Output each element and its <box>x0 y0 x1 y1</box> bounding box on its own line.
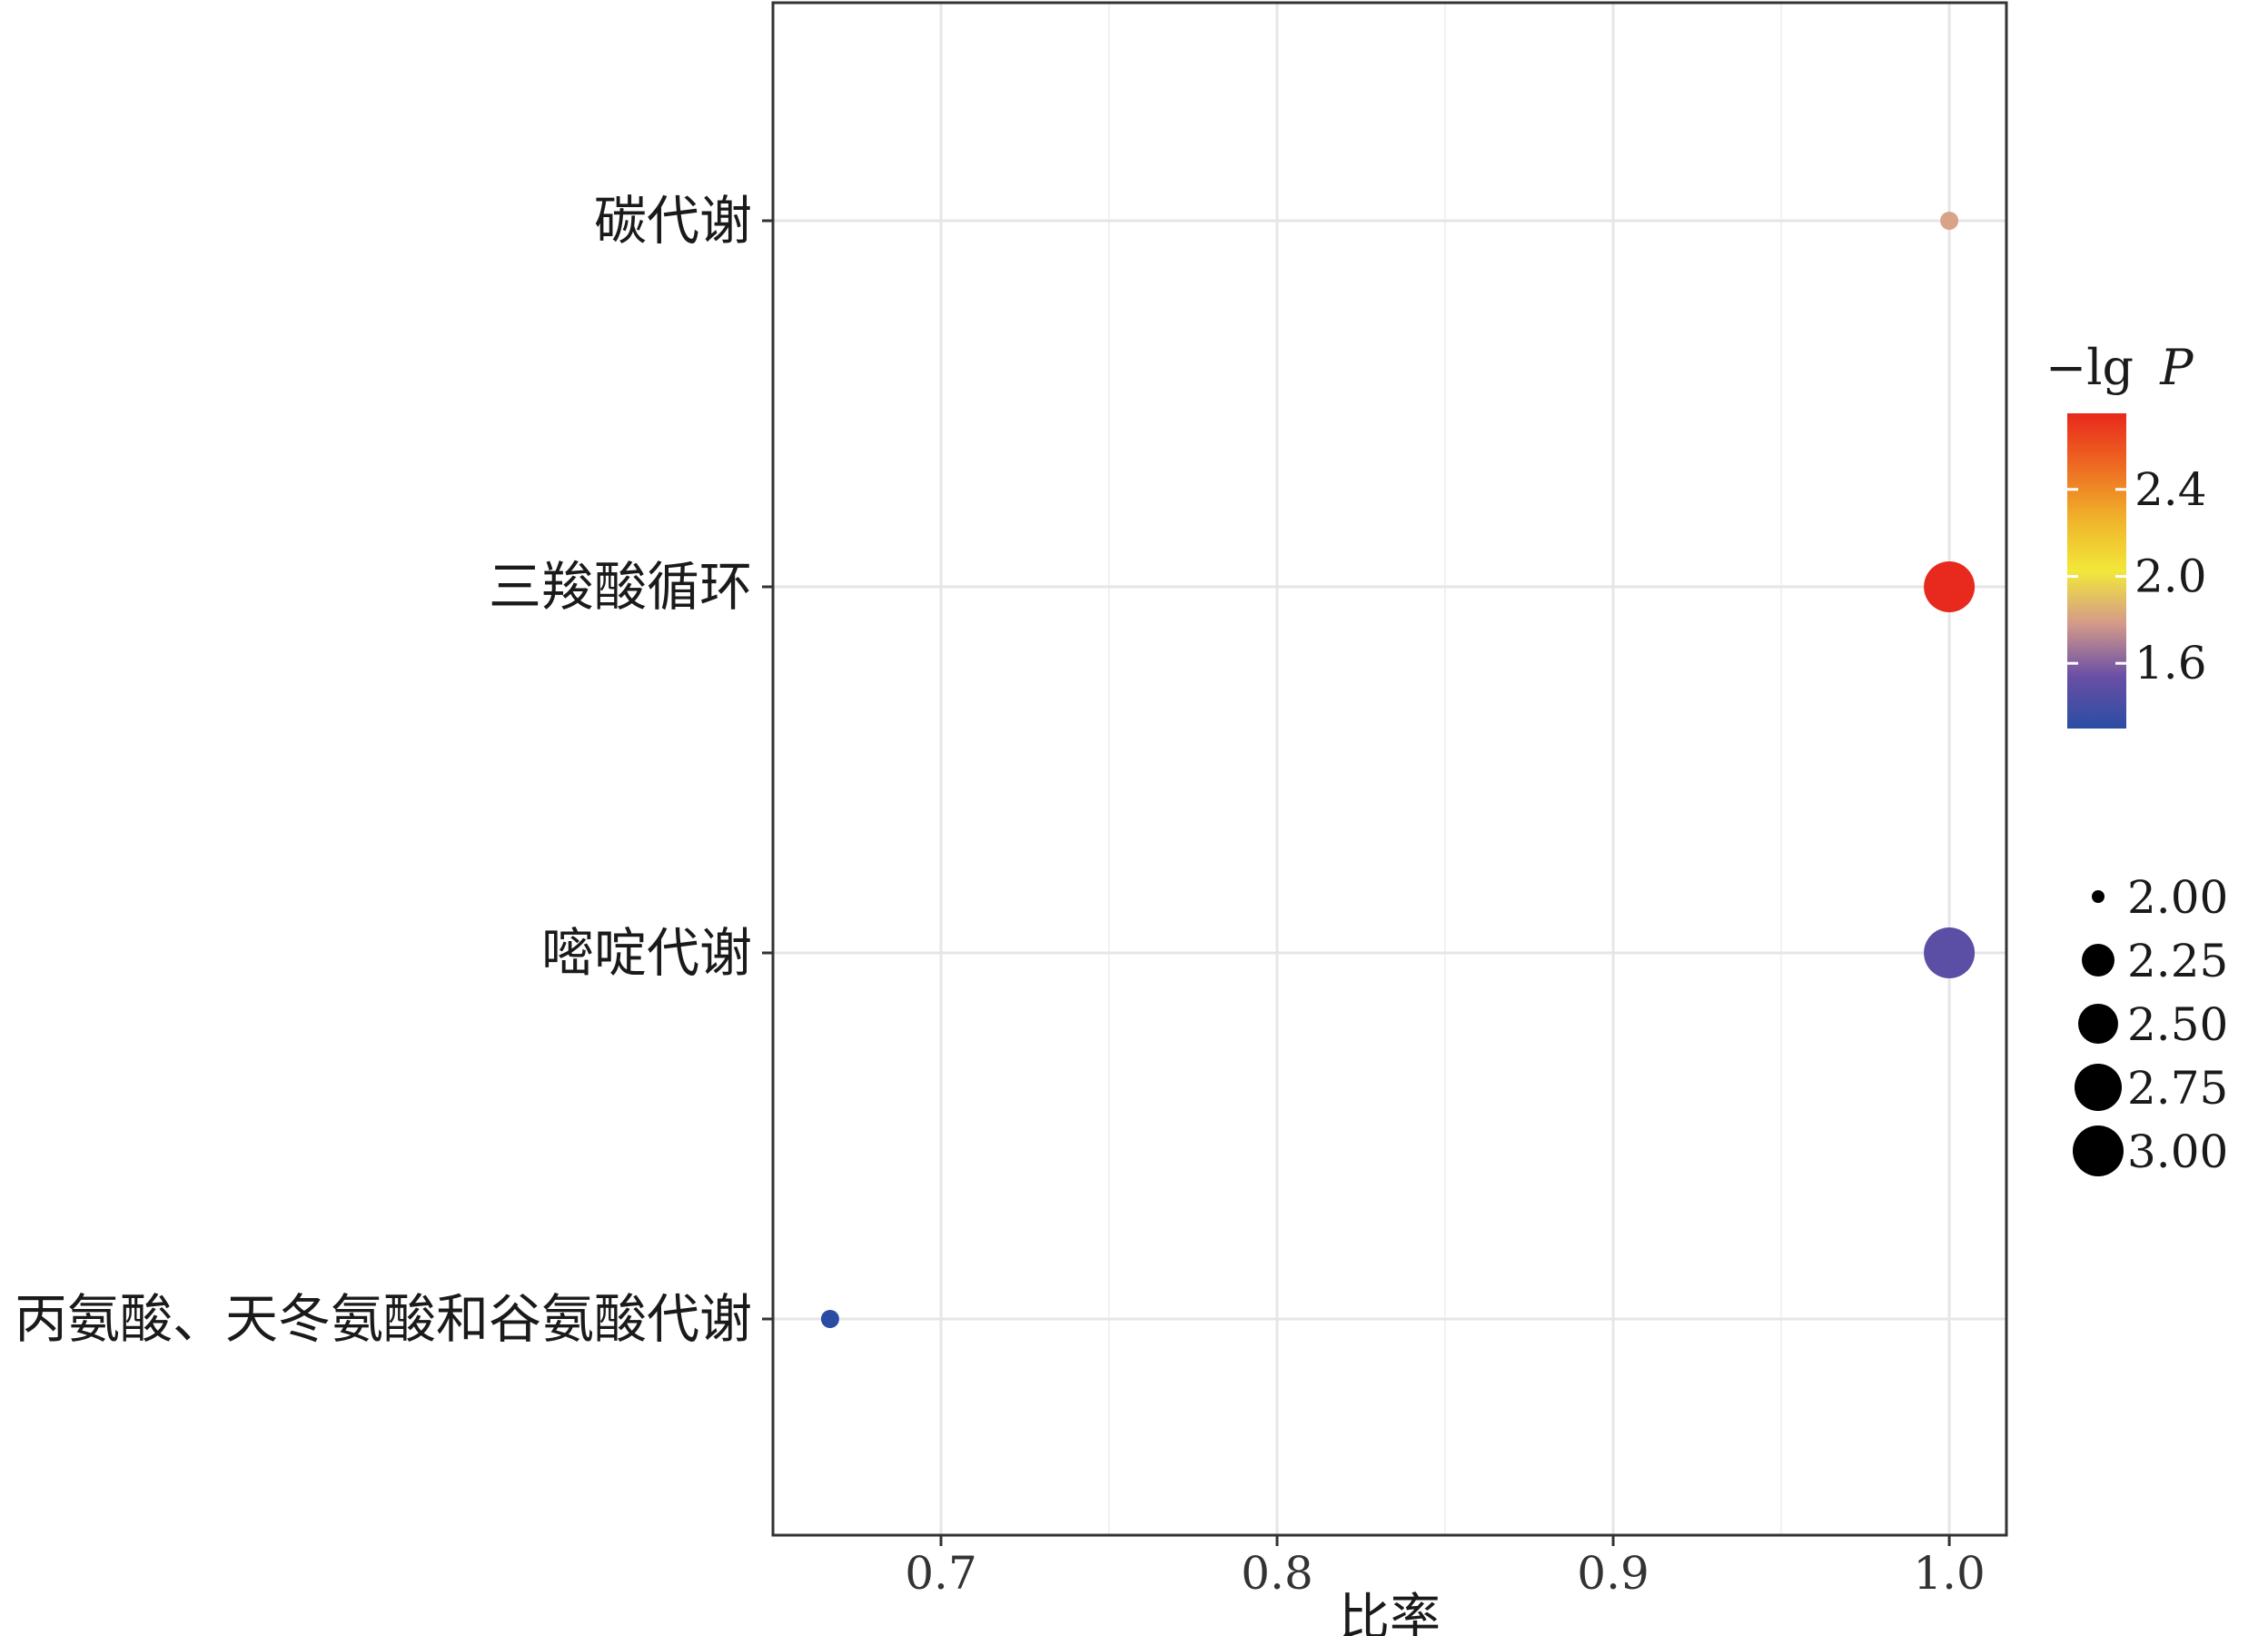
data-point <box>1924 561 1976 612</box>
x-tick-label: 1.0 <box>1913 1547 1986 1600</box>
y-category-label: 嘧啶代谢 <box>541 922 752 984</box>
x-tick-label: 0.8 <box>1241 1547 1313 1600</box>
x-tick-label: 0.9 <box>1577 1547 1649 1600</box>
color-legend-label: 2.0 <box>2134 550 2207 602</box>
y-category-label: 碳代谢 <box>594 190 752 252</box>
size-legend-dot <box>2092 890 2105 903</box>
size-legend-dot <box>2082 944 2114 977</box>
y-category-label: 三羧酸循环 <box>489 556 752 618</box>
x-tick-label: 0.7 <box>905 1547 977 1600</box>
size-legend-label: 2.75 <box>2127 1062 2228 1115</box>
size-legend-dot <box>2078 1004 2118 1044</box>
size-legend-dot <box>2075 1064 2122 1111</box>
color-legend-title-var: P <box>2159 339 2194 396</box>
size-legend: 2.00 2.25 2.50 2.75 3.00 <box>2073 871 2228 1178</box>
data-points <box>820 212 1976 1328</box>
size-legend-label: 2.00 <box>2127 871 2228 924</box>
plot-panel-border <box>771 1 2008 1537</box>
data-point <box>1924 927 1976 978</box>
size-legend-label: 2.50 <box>2127 998 2228 1051</box>
color-legend-title: −lg P <box>2045 339 2194 396</box>
color-legend-ticks: 1.6 2.0 2.4 <box>2067 463 2207 689</box>
data-point <box>820 1310 839 1328</box>
color-legend-title-prefix: −lg <box>2045 339 2134 396</box>
color-legend: −lg P 1.6 2.0 2.4 <box>2045 339 2207 729</box>
color-bar <box>2067 413 2126 729</box>
x-axis-title: 比率 <box>1339 1589 1441 1636</box>
data-point <box>1940 212 1959 230</box>
y-category-label: 丙氨酸、天冬氨酸和谷氨酸代谢 <box>15 1288 752 1350</box>
size-legend-label: 2.25 <box>2127 935 2228 987</box>
color-legend-label: 1.6 <box>2134 637 2207 689</box>
color-legend-label: 2.4 <box>2134 463 2207 516</box>
size-legend-dot <box>2073 1125 2124 1176</box>
size-legend-label: 3.00 <box>2127 1125 2228 1178</box>
grid-lines <box>773 3 2006 1535</box>
